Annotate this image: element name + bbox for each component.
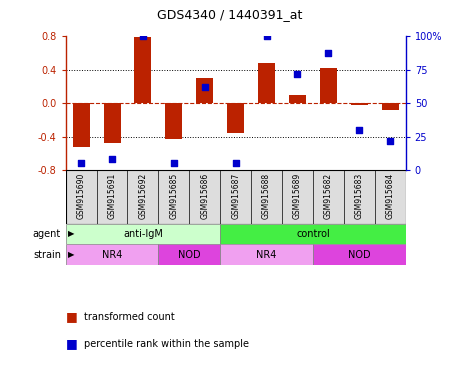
Point [232, 161, 239, 167]
Text: control: control [296, 229, 330, 239]
Text: ▶: ▶ [68, 230, 75, 238]
Bar [258, 63, 275, 103]
Text: GSM915683: GSM915683 [355, 173, 364, 219]
Bar [73, 103, 90, 147]
Bar [104, 103, 121, 142]
Text: GSM915686: GSM915686 [200, 173, 209, 219]
Bar [320, 68, 337, 103]
Bar [166, 103, 182, 139]
Text: strain: strain [33, 250, 61, 260]
Bar [351, 103, 368, 105]
Bar [220, 244, 313, 265]
Bar [159, 244, 220, 265]
Point [294, 71, 301, 77]
Text: GSM915682: GSM915682 [324, 173, 333, 219]
Point [386, 138, 394, 144]
Bar [313, 244, 406, 265]
Text: GSM915688: GSM915688 [262, 173, 271, 219]
Text: GSM915684: GSM915684 [386, 173, 395, 219]
Point [325, 50, 332, 56]
Text: ■: ■ [66, 310, 77, 323]
Text: GSM915692: GSM915692 [138, 173, 147, 219]
Text: NOD: NOD [178, 250, 201, 260]
Bar [227, 103, 244, 132]
Point [201, 84, 209, 90]
Text: percentile rank within the sample: percentile rank within the sample [84, 339, 250, 349]
Text: NOD: NOD [348, 250, 371, 260]
Text: GSM915690: GSM915690 [76, 173, 86, 219]
Text: agent: agent [33, 229, 61, 239]
Text: GSM915687: GSM915687 [231, 173, 240, 219]
Bar [289, 95, 306, 103]
Bar [135, 37, 151, 103]
Bar [220, 223, 406, 244]
Point [263, 33, 270, 40]
Text: NR4: NR4 [257, 250, 277, 260]
Point [170, 161, 178, 167]
Text: NR4: NR4 [102, 250, 122, 260]
Text: GSM915685: GSM915685 [169, 173, 178, 219]
Text: anti-IgM: anti-IgM [123, 229, 163, 239]
Bar [196, 78, 213, 103]
Bar [382, 103, 399, 110]
Text: ■: ■ [66, 337, 77, 350]
Bar [66, 244, 159, 265]
Text: GSM915689: GSM915689 [293, 173, 302, 219]
Point [108, 156, 116, 162]
Text: ▶: ▶ [68, 250, 75, 259]
Point [77, 161, 85, 167]
Point [356, 127, 363, 133]
Bar [66, 223, 220, 244]
Text: transformed count: transformed count [84, 312, 175, 322]
Text: GDS4340 / 1440391_at: GDS4340 / 1440391_at [157, 8, 303, 21]
Text: GSM915691: GSM915691 [107, 173, 116, 219]
Point [139, 33, 147, 40]
